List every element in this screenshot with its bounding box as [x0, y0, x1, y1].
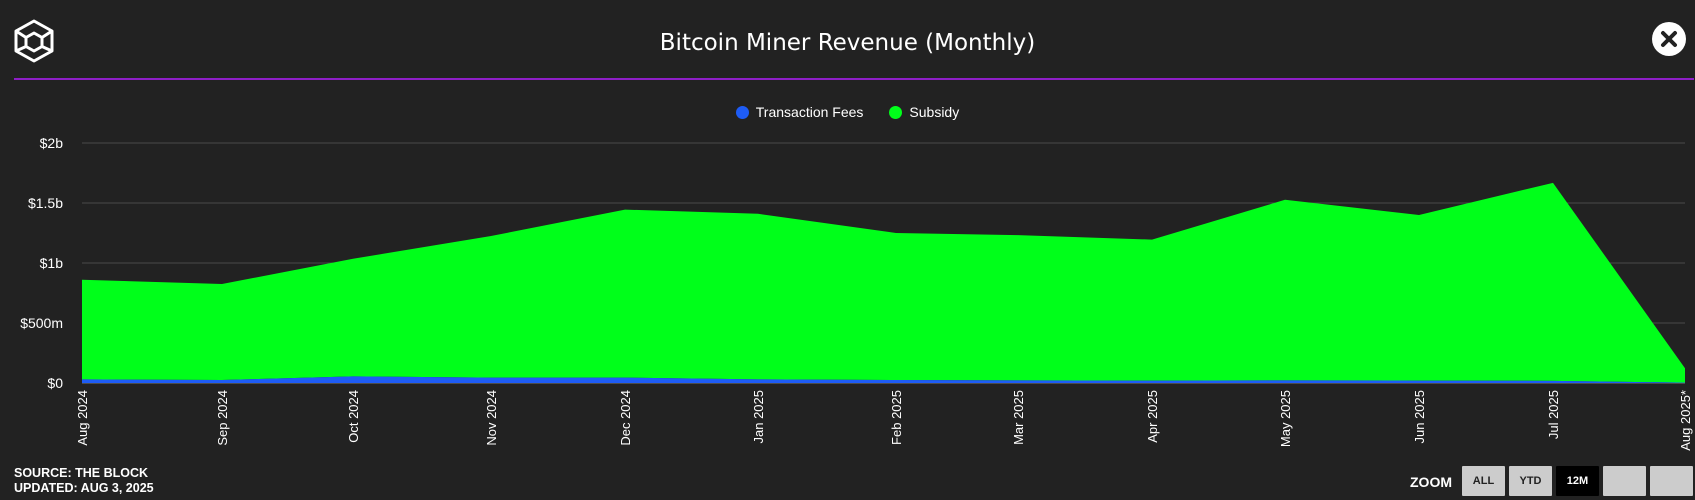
legend-dot-transaction-fees: [735, 105, 749, 119]
close-icon: [1661, 31, 1677, 47]
x-tick-label: Nov 2024: [484, 390, 499, 446]
zoom-extra-button-1[interactable]: [1603, 466, 1646, 496]
x-tick-label: Sep 2024: [215, 390, 230, 446]
series-area-transaction-fees: [82, 376, 1685, 383]
zoom-extra-button-2[interactable]: [1650, 466, 1693, 496]
x-tick-label: Jan 2025: [751, 390, 766, 444]
y-tick-label: $2b: [40, 135, 64, 151]
legend-dot-subsidy: [889, 105, 903, 119]
x-tick-label: Oct 2024: [346, 390, 361, 443]
series-area-subsidy: [82, 182, 1685, 383]
y-tick-label: $1b: [40, 255, 64, 271]
x-tick-label: Dec 2024: [618, 390, 633, 446]
x-tick-label: Mar 2025: [1011, 390, 1026, 445]
zoom-all-button[interactable]: ALL: [1462, 466, 1505, 496]
x-tick-label: Apr 2025: [1145, 390, 1160, 443]
x-tick-label: Aug 2025*: [1678, 390, 1693, 451]
x-tick-label: May 2025: [1278, 390, 1293, 447]
y-tick-label: $1.5b: [28, 195, 63, 211]
source-text: SOURCE: THE BLOCK: [14, 466, 149, 480]
zoom-label: ZOOM: [1410, 474, 1452, 490]
source-note: SOURCE: THE BLOCK UPDATED: AUG 3, 2025: [14, 466, 154, 496]
legend-item-subsidy[interactable]: Subsidy: [889, 104, 959, 120]
legend-item-transaction-fees[interactable]: Transaction Fees: [735, 104, 864, 120]
x-tick-label: Feb 2025: [889, 390, 904, 445]
chart-legend: Transaction Fees Subsidy: [0, 104, 1695, 120]
y-tick-label: $0: [47, 375, 63, 391]
zoom-12m-button[interactable]: 12M: [1556, 466, 1599, 496]
page-title: Bitcoin Miner Revenue (Monthly): [659, 30, 1036, 56]
x-tick-label: Jun 2025: [1412, 390, 1427, 444]
zoom-ytd-button[interactable]: YTD: [1509, 466, 1552, 496]
x-tick-label: Jul 2025: [1546, 390, 1561, 439]
close-button[interactable]: [1652, 22, 1686, 56]
the-block-logo-icon: [14, 19, 54, 63]
legend-label-subsidy: Subsidy: [909, 104, 960, 120]
revenue-area-chart: $0 $500m $1b $1.5b $2b Aug 2024 Sep 2024 Oct 20…: [20, 135, 1693, 451]
header-divider: [14, 78, 1694, 80]
legend-label-transaction-fees: Transaction Fees: [755, 104, 864, 120]
updated-text: UPDATED: AUG 3, 2025: [14, 481, 154, 495]
x-tick-label: Aug 2024: [75, 390, 90, 446]
y-tick-label: $500m: [20, 315, 63, 331]
